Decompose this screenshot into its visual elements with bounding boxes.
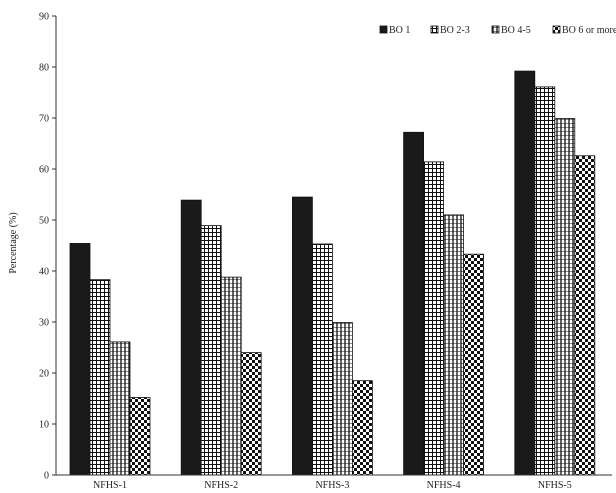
legend-swatch: [379, 25, 388, 34]
x-tick-label: NFHS-4: [427, 480, 461, 491]
bar-bo-4-5-nfhs-4: [443, 214, 465, 476]
bar-bo-2-3-nfhs-2: [200, 225, 222, 476]
bar-bo-1-nfhs-5: [514, 70, 536, 476]
y-tick-label: 50: [39, 216, 49, 227]
bar-bo-2-3-nfhs-5: [534, 86, 556, 476]
bar-bo-4-5-nfhs-2: [220, 276, 242, 476]
legend: BO 1 BO 2-3 BO 4-5 BO 6 or more: [379, 25, 616, 36]
y-tick-label: 20: [39, 369, 49, 380]
legend-label: BO 4-5: [501, 25, 531, 36]
bar-bo-6-or-more-nfhs-3: [351, 380, 373, 476]
legend-label: BO 1: [389, 25, 410, 36]
bars-group: [69, 70, 596, 476]
legend-swatch: [430, 25, 439, 34]
bar-bo-2-3-nfhs-1: [89, 279, 111, 476]
bar-bo-1-nfhs-2: [180, 199, 202, 476]
x-tick-label: NFHS-2: [204, 480, 238, 491]
y-tick-label: 90: [39, 12, 49, 23]
bar-bo-2-3-nfhs-3: [311, 243, 333, 476]
legend-swatch: [491, 25, 500, 34]
bar-bo-1-nfhs-1: [69, 243, 91, 476]
y-tick-label: 30: [39, 318, 49, 329]
y-tick-label: 80: [39, 63, 49, 74]
legend-label: BO 6 or more: [562, 25, 616, 36]
legend-swatch: [552, 25, 561, 34]
bar-bo-1-nfhs-4: [403, 131, 425, 476]
bar-bo-4-5-nfhs-5: [554, 118, 576, 476]
y-tick-label: 60: [39, 165, 49, 176]
bar-bo-2-3-nfhs-4: [423, 161, 445, 476]
x-tick-label: NFHS-3: [315, 480, 349, 491]
y-axis-title: Percentage (%): [8, 212, 19, 273]
y-tick-label: 40: [39, 267, 49, 278]
y-axis: 0 10 20 30 40 50 60 70 80 90: [39, 12, 57, 482]
y-tick-label: 70: [39, 114, 49, 125]
bar-bo-6-or-more-nfhs-4: [463, 253, 485, 476]
x-tick-label: NFHS-1: [93, 480, 127, 491]
bar-bo-4-5-nfhs-3: [331, 322, 353, 476]
x-tick-label: NFHS-5: [538, 480, 572, 491]
bar-bo-1-nfhs-3: [291, 196, 313, 476]
bar-bo-6-or-more-nfhs-1: [129, 397, 151, 476]
bar-bo-4-5-nfhs-1: [109, 341, 131, 476]
legend-label: BO 2-3: [440, 25, 470, 36]
bar-bo-6-or-more-nfhs-5: [574, 155, 596, 476]
y-tick-label: 0: [44, 471, 49, 482]
y-tick-label: 10: [39, 420, 49, 431]
bar-bo-6-or-more-nfhs-2: [240, 352, 262, 476]
x-axis: NFHS-1 NFHS-2 NFHS-3 NFHS-4 NFHS-5: [56, 474, 612, 491]
